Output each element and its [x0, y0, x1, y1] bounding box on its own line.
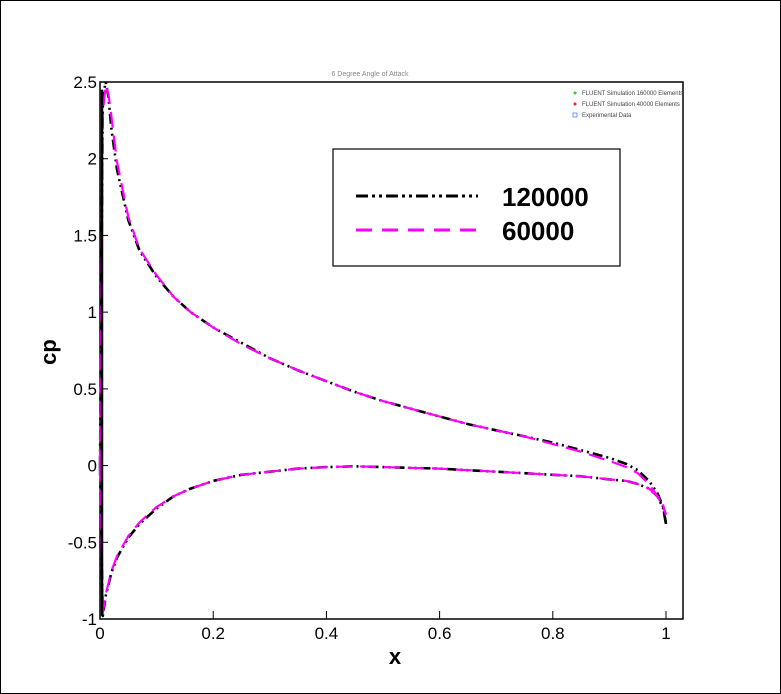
small-legend-entry-2: FLUENT Simulation 40000 Elements — [582, 102, 680, 108]
y-tick-label: -0.5 — [68, 533, 97, 552]
y-tick-label: 2.5 — [73, 73, 97, 92]
series-layer — [98, 80, 668, 618]
series-120000-upper-line — [98, 80, 668, 525]
y-tick-label: 1 — [88, 303, 97, 322]
small-legend-marker-2 — [573, 102, 577, 106]
small-legend-marker-1 — [573, 91, 577, 95]
x-tick-label: 0.4 — [315, 624, 339, 643]
y-axis-ticks: 2.5 2 1.5 1 0.5 0 -0.5 -1 — [68, 73, 108, 629]
y-tick-label: -1 — [82, 610, 97, 629]
x-axis-label: x — [389, 644, 402, 669]
x-tick-label: 0.2 — [201, 624, 225, 643]
legend: 120000 60000 — [332, 148, 621, 267]
y-tick-label: 1.5 — [73, 226, 97, 245]
y-tick-label: 0 — [88, 457, 97, 476]
chart-title: 6 Degree Angle of Attack — [331, 71, 409, 78]
series-60000-lower-line — [98, 465, 668, 615]
y-tick-label: 0.5 — [73, 380, 97, 399]
x-tick-label: 0.6 — [428, 624, 452, 643]
small-legend: FLUENT Simulation 160000 Elements FLUENT… — [572, 91, 683, 119]
small-legend-marker-3 — [572, 112, 578, 118]
x-axis-ticks: 0 0.2 0.4 0.6 0.8 1 — [95, 611, 671, 643]
legend-box — [332, 148, 621, 267]
x-tick-label: 1 — [661, 624, 670, 643]
legend-label-60000: 60000 — [502, 216, 574, 246]
series-60000-upper-line — [98, 83, 668, 516]
y-tick-label: 2 — [88, 150, 97, 169]
y-axis-label: cp — [36, 339, 61, 365]
legend-label-120000: 120000 — [502, 182, 589, 212]
x-tick-label: 0.8 — [541, 624, 565, 643]
small-legend-entry-1: FLUENT Simulation 160000 Elements — [582, 91, 683, 97]
small-legend-entry-3: Experimental Data — [582, 113, 632, 119]
x-tick-label: 0 — [95, 624, 104, 643]
